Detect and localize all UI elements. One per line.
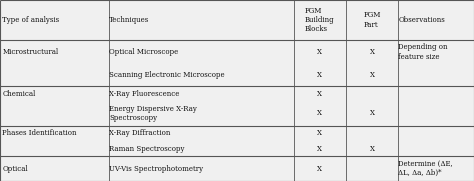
Text: FGM
Part: FGM Part [364,11,381,29]
Text: X: X [318,129,322,137]
Text: Type of analysis: Type of analysis [2,16,60,24]
Text: FGM
Building
Blocks: FGM Building Blocks [305,7,335,33]
Text: Scanning Electronic Microscope: Scanning Electronic Microscope [109,71,225,79]
Text: X: X [370,145,374,153]
Text: UV-Vis Spectrophotometry: UV-Vis Spectrophotometry [109,165,203,173]
Text: Energy Dispersive X-Ray
Spectroscopy: Energy Dispersive X-Ray Spectroscopy [109,105,197,122]
Text: Depending on
feature size: Depending on feature size [398,43,447,61]
Text: Optical: Optical [2,165,28,173]
Text: Techniques: Techniques [109,16,149,24]
Text: X-Ray Diffraction: X-Ray Diffraction [109,129,170,137]
Text: Observations: Observations [398,16,445,24]
Text: Raman Spectroscopy: Raman Spectroscopy [109,145,184,153]
Text: X: X [318,48,322,56]
Text: X-Ray Fluorescence: X-Ray Fluorescence [109,90,179,98]
Text: Microstructural: Microstructural [2,48,58,56]
Text: Determine (ΔE,
ΔL, Δa, Δb)*: Determine (ΔE, ΔL, Δa, Δb)* [398,160,453,177]
Text: X: X [318,145,322,153]
Text: X: X [318,110,322,117]
Text: X: X [370,110,374,117]
Text: Phases Identification: Phases Identification [2,129,77,137]
Text: X: X [370,48,374,56]
Text: X: X [370,71,374,79]
Text: Chemical: Chemical [2,90,36,98]
Text: X: X [318,90,322,98]
Text: X: X [318,165,322,173]
Text: Optical Microscope: Optical Microscope [109,48,178,56]
Text: X: X [318,71,322,79]
